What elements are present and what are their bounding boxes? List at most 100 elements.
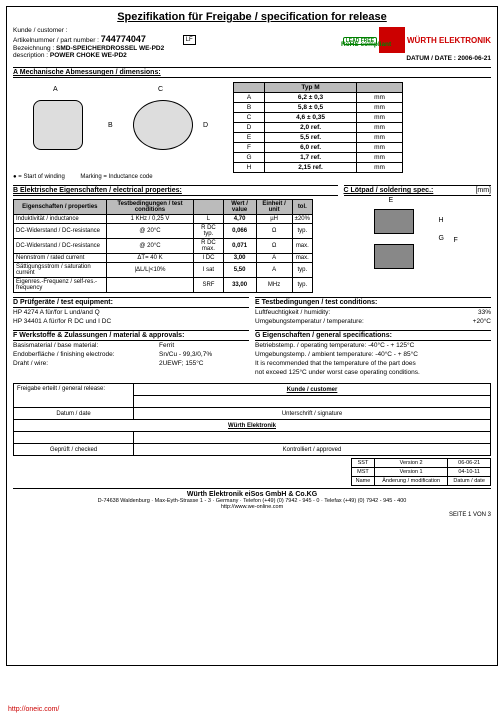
desc1-key: Bezeichnung : — [13, 45, 54, 52]
f1k: Basismaterial / base material: — [13, 342, 159, 349]
section-b-title: B Elektrische Eigenschaften / electrical… — [13, 187, 182, 194]
g3: It is recommended that the temperature o… — [255, 359, 491, 368]
footer-company: Würth Elektronik eiSos GmbH & Co.KG — [13, 488, 491, 498]
f3k: Draht / wire: — [13, 360, 159, 367]
f1v: Ferrit — [159, 342, 249, 349]
e1k: Luftfeuchtigkeit / humidity: — [255, 309, 441, 316]
table-row: C4,6 ± 0,35mm — [234, 113, 403, 123]
part-number: 744774047 — [101, 34, 181, 44]
d-row-2: HP 34401 A für/for R DC und I DC — [13, 317, 249, 326]
source-url: http://oneic.com/ — [8, 706, 59, 713]
section-a-body: A C B D Typ M A6,2 ± 0,3mmB5,8 ± 0,5mmC4… — [13, 82, 491, 173]
table-row: Nennstrom / rated currentΔT= 40 KI DC3,0… — [14, 254, 313, 263]
electrical-table: Eigenschaften / properties Testbedingung… — [13, 199, 313, 293]
unit-mm: [mm] — [475, 187, 491, 194]
section-c-title: C Lötpad / soldering spec.: — [344, 187, 434, 194]
d2: HP 34401 A für/for R DC und I DC — [13, 318, 249, 325]
header-left: Kunde / customer : Artikelnummer / part … — [13, 27, 341, 62]
rohs-label: RoHS compliant — [341, 41, 391, 48]
section-a-title: A Mechanische Abmessungen / dimensions: — [13, 69, 161, 76]
f-row-2: Endoberfläche / finishing electrode:Sn/C… — [13, 350, 249, 359]
brand-text: WÜRTH ELEKTRONIK — [407, 36, 491, 45]
part-row: Artikelnummer / part number : 744774047 … — [13, 34, 341, 45]
desc2-val: POWER CHOKE WE-PD2 — [50, 52, 127, 59]
section-c-head: C Lötpad / soldering spec.: [mm] — [344, 185, 492, 196]
header: Kunde / customer : Artikelnummer / part … — [13, 27, 491, 62]
rv1: SST — [352, 459, 375, 468]
e2k: Umgebungstemperatur / temperature: — [255, 318, 441, 325]
table-row: Induktivität / inductance1 KHz / 0,25 VL… — [14, 215, 313, 224]
table-row: G1,7 ref.mm — [234, 153, 403, 163]
desc2-key: description : — [13, 52, 48, 59]
dim-b: B — [108, 122, 113, 129]
eh5: Einheit / unit — [256, 200, 292, 215]
dim-d: D — [203, 122, 208, 129]
page: Spezifikation für Freigabe / specificati… — [6, 6, 498, 666]
table-row: Sättigungsstrom / saturation current|ΔL/… — [14, 263, 313, 278]
table-row: D2,0 ref.mm — [234, 123, 403, 133]
release-table: Freigabe erteilt / general release: Kund… — [13, 383, 491, 456]
f2v: Sn/Cu - 99,3/0,7% — [159, 351, 249, 358]
table-row: B5,8 ± 0,5mm — [234, 103, 403, 113]
section-a-head: A Mechanische Abmessungen / dimensions: — [13, 67, 491, 78]
table-row: E5,5 ref.mm — [234, 133, 403, 143]
rel-we: Würth Elektronik — [14, 420, 491, 432]
eh6: tol. — [292, 200, 312, 215]
component-front-icon — [33, 100, 83, 150]
rv9: Datum / date — [448, 477, 491, 486]
f2k: Endoberfläche / finishing electrode: — [13, 351, 159, 358]
section-e-title: E Testbedingungen / test conditions: — [255, 299, 377, 306]
lp-h: H — [439, 217, 444, 224]
lf-badge: LF — [183, 35, 196, 45]
we-logo-icon — [379, 27, 405, 53]
dim-a: A — [53, 86, 58, 93]
section-g-title: G Eigenschaften / general specifications… — [255, 332, 392, 339]
dimension-table: Typ M A6,2 ± 0,3mmB5,8 ± 0,5mmC4,6 ± 0,3… — [233, 82, 403, 173]
desc-row-2: description : POWER CHOKE WE-PD2 — [13, 52, 341, 59]
rel-head: Freigabe erteilt / general release: — [17, 386, 105, 392]
customer-label: Kunde / customer : — [13, 27, 341, 34]
eh3 — [194, 200, 223, 215]
release-block: Freigabe erteilt / general release: Kund… — [13, 383, 491, 486]
g4: not exceed 125°C under worst case operat… — [255, 368, 491, 377]
section-g-head: G Eigenschaften / general specifications… — [255, 330, 491, 341]
rv4: MST — [352, 468, 375, 477]
table-row: DC-Widerstand / DC-resistance@ 20°CR DC … — [14, 239, 313, 254]
table-row: Eigenres.-Frequenz / self-res.-frequency… — [14, 278, 313, 293]
d-row-1: HP 4274 A für/for L und/and Q — [13, 308, 249, 317]
dim-notes: ● = Start of winding Marking = Inductanc… — [13, 173, 491, 180]
rv3: 06-06-21 — [448, 459, 491, 468]
part-label: Artikelnummer / part number : — [13, 37, 99, 44]
rv5: Version 1 — [374, 468, 447, 477]
e2v: +20°C — [441, 318, 491, 325]
desc-row-1: Bezeichnung : SMD-SPEICHERDROSSEL WE-PD2 — [13, 45, 341, 52]
lotpad-drawing: E F G H — [344, 199, 484, 284]
e-row-2: Umgebungstemperatur / temperature:+20°C — [255, 317, 491, 326]
f3v: 2UEWF; 155°C — [159, 360, 249, 367]
dim-c: C — [158, 86, 163, 93]
page-number: SEITE 1 VON 3 — [13, 512, 491, 518]
section-d-title: D Prüfgeräte / test equipment: — [13, 299, 113, 306]
eh2: Testbedingungen / test conditions — [106, 200, 194, 215]
lp-f: F — [454, 237, 458, 244]
rel-date-1: Datum / date — [14, 408, 134, 420]
rv6: 04-10-11 — [448, 468, 491, 477]
rel-cust: Kunde / customer — [134, 384, 491, 396]
component-side-icon — [133, 100, 193, 150]
pad-top-icon — [374, 209, 414, 234]
footer-url: http://www.we-online.com — [13, 504, 491, 510]
section-f-head: F Werkstoffe & Zulassungen / material & … — [13, 330, 249, 341]
rv8: Änderung / modification — [374, 477, 447, 486]
header-right: LEAD FREE RoHS compliant WÜRTH ELEKTRONI… — [341, 27, 491, 62]
eh4: Wert / value — [223, 200, 256, 215]
table-row: H2,15 ref.mm — [234, 163, 403, 173]
rel-sig: Unterschrift / signature — [134, 408, 491, 420]
desc1-val: SMD-SPEICHERDROSSEL WE-PD2 — [56, 45, 164, 52]
pad-bottom-icon — [374, 244, 414, 269]
table-row: F6,0 ref.mm — [234, 143, 403, 153]
we-logo — [379, 27, 405, 53]
table-row: A6,2 ± 0,3mm — [234, 93, 403, 103]
eh1: Eigenschaften / properties — [14, 200, 107, 215]
section-d-head: D Prüfgeräte / test equipment: — [13, 297, 249, 308]
typ-head: Typ M — [264, 83, 356, 93]
